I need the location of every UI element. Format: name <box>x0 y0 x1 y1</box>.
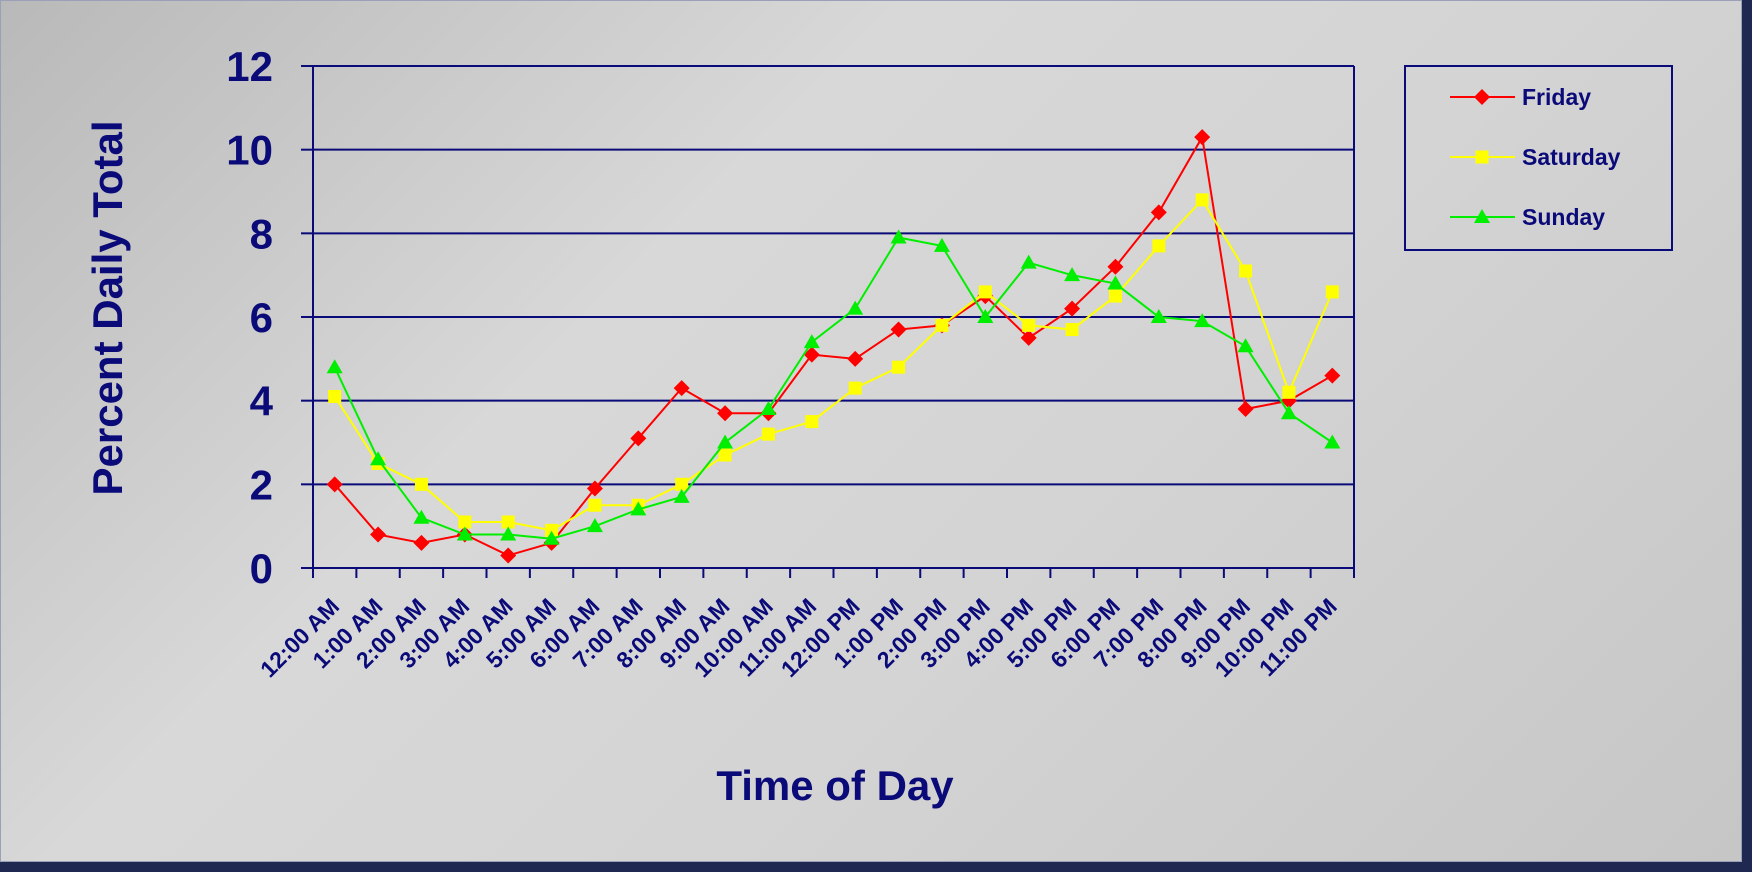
legend-marker-friday <box>1474 89 1490 105</box>
data-point-friday <box>413 534 430 551</box>
data-point-saturday <box>1022 318 1036 332</box>
y-axis-title: Percent Daily Total <box>84 120 131 495</box>
data-point-sunday <box>1237 338 1254 353</box>
legend-marker-saturday <box>1475 150 1489 164</box>
legend-box <box>1404 65 1673 251</box>
y-tick-label: 10 <box>226 127 273 174</box>
data-point-saturday <box>414 477 428 491</box>
data-point-sunday <box>1280 405 1297 420</box>
y-tick-label: 0 <box>250 545 273 592</box>
data-point-saturday <box>1195 193 1209 207</box>
data-point-friday <box>1194 129 1211 146</box>
data-point-sunday <box>1194 313 1211 328</box>
data-point-sunday <box>1107 275 1124 290</box>
data-point-saturday <box>1325 285 1339 299</box>
legend-label: Friday <box>1522 84 1591 110</box>
x-axis-title: Time of Day <box>716 762 954 809</box>
data-point-sunday <box>717 434 734 449</box>
series-sunday <box>326 229 1341 545</box>
data-point-saturday <box>501 515 515 529</box>
legend-item-saturday: Saturday <box>1450 144 1621 170</box>
x-tick-labels: 12:00 AM1:00 AM2:00 AM3:00 AM4:00 AM5:00… <box>255 593 1342 682</box>
data-point-sunday <box>630 501 647 516</box>
data-point-friday <box>1324 367 1341 384</box>
data-point-sunday <box>1150 309 1167 323</box>
data-point-saturday <box>328 389 342 403</box>
legend-marker-sunday <box>1474 209 1490 223</box>
data-point-sunday <box>370 451 387 466</box>
axes <box>301 65 1355 578</box>
data-point-friday <box>1237 401 1254 418</box>
data-point-friday <box>673 380 690 397</box>
data-point-sunday <box>847 300 864 315</box>
data-point-saturday <box>718 448 732 462</box>
y-tick-label: 8 <box>250 210 273 257</box>
data-point-friday <box>500 547 517 564</box>
data-point-sunday <box>586 518 603 533</box>
data-point-saturday <box>545 523 559 537</box>
data-point-sunday <box>1324 434 1341 449</box>
gridlines <box>313 65 1354 486</box>
data-point-friday <box>1064 300 1081 317</box>
series-line-saturday <box>333 198 1334 532</box>
legend: Friday Saturday Sunday <box>1404 65 1673 251</box>
y-tick-label: 4 <box>250 378 274 425</box>
data-point-saturday <box>1239 264 1253 278</box>
data-point-saturday <box>1282 385 1296 399</box>
data-point-sunday <box>456 526 473 541</box>
data-point-saturday <box>892 360 906 374</box>
data-point-friday <box>586 480 603 497</box>
data-point-saturday <box>805 415 819 429</box>
y-tick-label: 6 <box>250 294 273 341</box>
data-point-friday <box>717 405 734 422</box>
data-point-friday <box>1020 329 1037 346</box>
series-group <box>326 129 1341 564</box>
series-line-friday <box>333 134 1333 557</box>
data-point-friday <box>890 321 907 338</box>
data-point-saturday <box>588 498 602 512</box>
data-point-sunday <box>977 309 994 323</box>
data-point-sunday <box>1064 267 1081 282</box>
data-point-saturday <box>675 477 689 491</box>
data-point-sunday <box>413 509 430 524</box>
legend-label: Sunday <box>1522 204 1605 230</box>
data-point-friday <box>1107 258 1124 275</box>
legend-item-sunday: Sunday <box>1450 204 1605 230</box>
data-point-saturday <box>935 318 949 332</box>
data-point-sunday <box>673 488 690 503</box>
data-point-friday <box>803 346 820 363</box>
data-point-sunday <box>1020 254 1037 269</box>
data-point-friday <box>847 350 864 367</box>
data-point-saturday <box>1065 323 1079 337</box>
data-point-sunday <box>890 229 907 244</box>
data-point-sunday <box>803 334 820 349</box>
y-tick-label: 2 <box>250 461 273 508</box>
data-point-saturday <box>761 427 775 441</box>
data-point-sunday <box>326 359 343 374</box>
data-point-saturday <box>978 285 992 299</box>
data-point-friday <box>630 430 647 447</box>
data-point-sunday <box>543 530 560 545</box>
y-tick-label: 12 <box>226 43 273 90</box>
data-point-friday <box>1150 204 1167 221</box>
data-point-sunday <box>500 526 517 541</box>
data-point-saturday <box>848 381 862 395</box>
data-point-saturday <box>458 515 472 529</box>
data-point-friday <box>326 476 343 493</box>
y-tick-labels: 0 2 4 6 8 10 12 <box>226 43 273 592</box>
legend-item-friday: Friday <box>1450 84 1591 110</box>
legend-label: Saturday <box>1522 144 1621 170</box>
data-point-friday <box>370 526 387 543</box>
data-point-saturday <box>1152 239 1166 253</box>
data-point-sunday <box>933 237 950 252</box>
series-line-sunday <box>333 236 1333 540</box>
data-point-sunday <box>760 401 777 416</box>
data-point-saturday <box>1108 289 1122 303</box>
series-friday <box>326 129 1341 564</box>
